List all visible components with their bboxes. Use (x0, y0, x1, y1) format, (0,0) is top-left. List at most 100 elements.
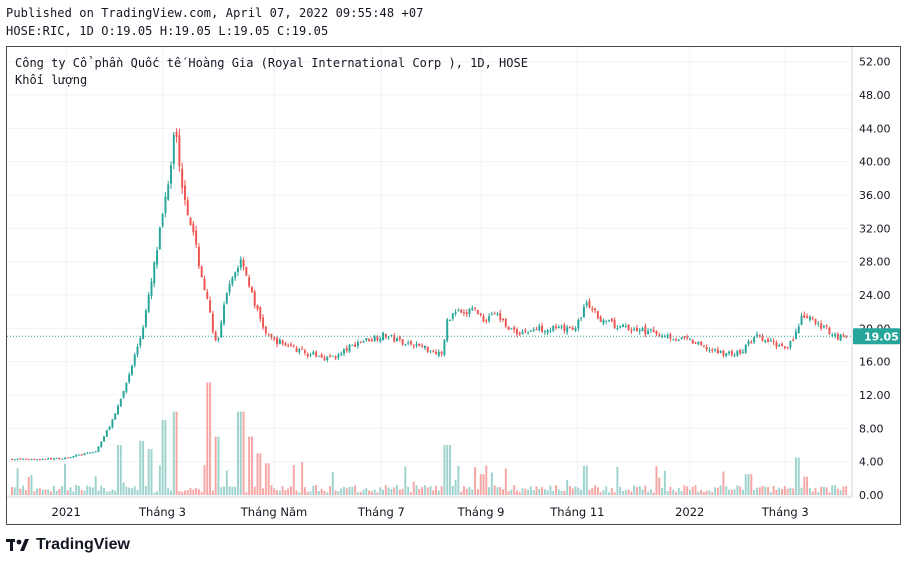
candle-body (273, 337, 276, 340)
volume-bar (446, 445, 449, 495)
candle-body (571, 327, 574, 331)
candle-body (482, 316, 485, 322)
volume-bar (552, 490, 555, 495)
candle-body (747, 341, 750, 345)
candle-body (767, 339, 770, 342)
tradingview-logo-icon (6, 539, 29, 551)
volume-bar (225, 470, 228, 495)
volume-bar (223, 486, 225, 495)
candle-body (119, 398, 122, 407)
volume-bar (175, 411, 178, 495)
candle-body (476, 309, 479, 314)
volume-bar (273, 488, 276, 495)
candle-body (267, 333, 270, 335)
volume-bar (834, 485, 837, 495)
volume-bar (320, 488, 323, 495)
candle-body (426, 346, 429, 352)
candle-body (580, 317, 583, 319)
candle-body (460, 309, 463, 313)
candle-body (264, 326, 267, 333)
candle-body (797, 326, 800, 334)
volume-bar (312, 485, 315, 495)
candle-body (454, 312, 457, 314)
candle-body (351, 344, 354, 346)
volume-bar (594, 485, 597, 495)
candle-body (758, 334, 761, 336)
volume-bar (119, 445, 122, 495)
candle-body (287, 345, 290, 347)
volume-bar (331, 471, 334, 495)
candle-body (315, 351, 318, 357)
volume-bar (616, 466, 619, 495)
candle-body (661, 336, 664, 338)
candle-body (836, 333, 839, 340)
volume-bar (563, 490, 566, 495)
candle-body (105, 430, 108, 437)
volume-bar (435, 485, 438, 495)
candle-body (64, 457, 66, 460)
volume-bar (256, 453, 259, 495)
candle-body (27, 459, 30, 461)
volume-bar (666, 491, 669, 495)
volume-bar (236, 411, 239, 495)
candle-body (557, 326, 560, 328)
candle-body (596, 311, 599, 319)
candle-body (30, 459, 33, 461)
candle-body (343, 349, 345, 354)
volume-bar (476, 489, 479, 495)
candle-body (686, 336, 689, 339)
tradingview-brand[interactable]: TradingView (6, 535, 130, 555)
volume-bar (122, 482, 125, 495)
volume-bar (778, 487, 781, 495)
candle-body (122, 390, 125, 398)
volume-bar (543, 489, 546, 495)
volume-bar (457, 465, 460, 495)
candle-body (418, 343, 421, 346)
candle-body (415, 344, 418, 346)
volume-bar (697, 491, 700, 495)
volume-bar (267, 463, 270, 495)
candle-body (440, 351, 443, 354)
x-tick-label: 2022 (675, 505, 704, 519)
last-price-value: 19.05 (864, 330, 899, 343)
volume-label: Khối lượng (15, 73, 88, 87)
candle-body (77, 454, 80, 456)
volume-bar (94, 476, 97, 495)
volume-bar (337, 491, 340, 495)
candle-body (41, 458, 44, 460)
candle-body (103, 436, 106, 442)
candle-body (256, 304, 259, 309)
chart-frame[interactable]: 52.00 48.00 44.00 40.00 36.00 32.00 28.00 24.00… (6, 46, 901, 525)
volume-bar (820, 486, 823, 495)
candle-body (808, 316, 811, 320)
volume-bar (764, 486, 767, 495)
volume-bar (739, 486, 742, 495)
last-price-tag: 19.05 (853, 328, 900, 345)
volume-bar (655, 466, 658, 495)
volume-bar (716, 487, 719, 495)
candlestick-chart[interactable]: 52.00 48.00 44.00 40.00 36.00 32.00 28.00 24.00… (7, 47, 900, 524)
candle-body (647, 330, 650, 335)
volume-bar (11, 487, 13, 495)
candle-body (680, 337, 683, 340)
volume-bar (705, 490, 708, 495)
candle-body (778, 345, 781, 347)
volume-bar (200, 491, 203, 495)
candle-body (128, 374, 131, 383)
volume-bar (541, 487, 544, 495)
x-tick-label: Tháng 7 (357, 505, 405, 519)
volume-bar (571, 488, 574, 495)
candle-body (354, 344, 357, 347)
volume-bar (66, 490, 69, 495)
volume-bar (301, 462, 304, 495)
volume-bar (41, 489, 44, 495)
volume-bar (365, 488, 368, 495)
volume-bar (323, 490, 326, 495)
candle-body (19, 458, 22, 460)
candle-body (150, 281, 153, 296)
volume-bar (309, 491, 312, 495)
volume-bar (672, 489, 675, 495)
volume-bar (105, 491, 108, 495)
volume-bar (16, 468, 19, 495)
candle-body (800, 315, 803, 325)
